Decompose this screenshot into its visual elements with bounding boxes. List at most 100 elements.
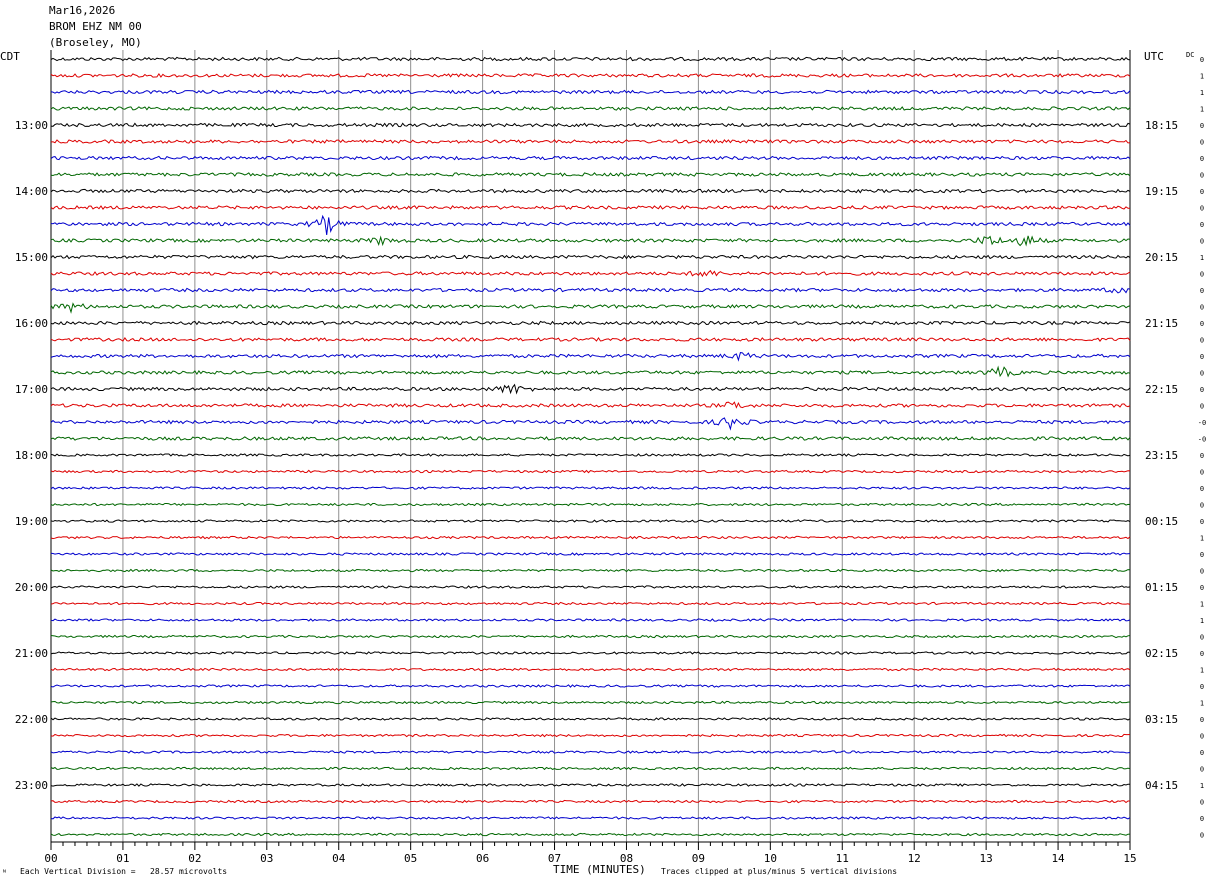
seismic-trace [50, 269, 1131, 278]
left-hour-label: 13:00 [15, 119, 48, 132]
dc-offset-label: 0 [1200, 221, 1204, 229]
dc-offset-label: 1 [1200, 254, 1204, 262]
right-hour-label: 03:15 [1145, 713, 1178, 726]
dc-offset-label: 1 [1200, 535, 1204, 543]
x-tick-label: 09 [692, 852, 705, 865]
dc-offset-label: 0 [1200, 832, 1204, 840]
right-hour-label: 04:15 [1145, 779, 1178, 792]
dc-offset-label: 0 [1200, 155, 1204, 163]
seismic-trace [50, 618, 1131, 622]
dc-offset-label: 1 [1200, 89, 1204, 97]
dc-offset-label: 0 [1200, 304, 1204, 312]
x-tick-label: 12 [908, 852, 921, 865]
dc-offset-label: 0 [1200, 650, 1204, 658]
seismic-trace [50, 783, 1131, 787]
seismic-trace [50, 733, 1131, 738]
seismic-trace [50, 832, 1131, 837]
location-label: (Broseley, MO) [49, 36, 142, 49]
left-hour-label: 17:00 [15, 383, 48, 396]
dc-offset-label: 0 [1200, 485, 1204, 493]
dc-offset-label: 0 [1200, 353, 1204, 361]
dc-offset-label: 0 [1200, 337, 1204, 345]
right-hour-label: 22:15 [1145, 383, 1178, 396]
seismic-trace [50, 816, 1131, 820]
seismic-trace [50, 766, 1131, 771]
seismic-trace [50, 365, 1131, 378]
seismic-trace [50, 172, 1131, 177]
seismic-trace [50, 717, 1131, 721]
dc-offset-label: 1 [1200, 601, 1204, 609]
x-tick-label: 11 [836, 852, 849, 865]
right-hour-label: 20:15 [1145, 251, 1178, 264]
x-tick-label: 02 [188, 852, 201, 865]
seismic-trace [50, 188, 1131, 194]
dc-offset-label: 0 [1200, 584, 1204, 592]
seismic-trace [50, 535, 1131, 540]
seismic-trace [50, 254, 1131, 260]
seismic-trace [50, 453, 1131, 457]
dc-offset-label: 1 [1200, 106, 1204, 114]
dc-label: DC [1186, 51, 1195, 59]
dc-offset-label: 0 [1200, 634, 1204, 642]
dc-offset-label: -0 [1198, 419, 1206, 427]
seismic-trace [50, 799, 1130, 804]
dc-offset-label: 0 [1200, 568, 1204, 576]
seismic-trace [50, 436, 1131, 441]
left-hour-label: 21:00 [15, 647, 48, 660]
dc-offset-label: 1 [1200, 73, 1204, 81]
left-hour-label: 22:00 [15, 713, 48, 726]
hour-labels: 0111000000001000000000-0-000000100011001… [15, 56, 1206, 840]
left-timezone-label: CDT [0, 50, 20, 63]
dc-offset-label: 0 [1200, 766, 1204, 774]
dc-offset-label: 1 [1200, 782, 1204, 790]
right-timezone-label: UTC [1144, 50, 1164, 63]
x-axis-title: TIME (MINUTES) [553, 863, 646, 876]
seismic-trace [50, 89, 1131, 95]
seismic-trace [50, 519, 1131, 523]
x-tick-label: 07 [548, 852, 561, 865]
right-hour-label: 02:15 [1145, 647, 1178, 660]
seismic-trace [50, 287, 1131, 294]
dc-offset-label: 0 [1200, 733, 1204, 741]
dc-offset-label: -0 [1198, 436, 1206, 444]
dc-offset-label: 0 [1200, 139, 1204, 147]
x-tick-label: 14 [1051, 852, 1065, 865]
corner-mark: ᴺ [2, 868, 7, 877]
x-tick-label: 06 [476, 852, 489, 865]
x-tick-label: 04 [332, 852, 346, 865]
dc-offset-label: 0 [1200, 799, 1204, 807]
dc-offset-label: 1 [1200, 617, 1204, 625]
seismic-trace [50, 401, 1131, 409]
dc-offset-label: 0 [1200, 469, 1204, 477]
dc-offset-label: 0 [1200, 370, 1204, 378]
dc-offset-label: 0 [1200, 452, 1204, 460]
seismic-trace [50, 750, 1131, 754]
right-hour-label: 19:15 [1145, 185, 1178, 198]
seismic-trace [50, 352, 1131, 362]
seismic-trace [50, 155, 1131, 161]
seismic-trace [50, 417, 1131, 431]
seismic-trace [50, 552, 1131, 556]
left-hour-label: 20:00 [15, 581, 48, 594]
x-tick-label: 05 [404, 852, 417, 865]
seismic-trace [50, 214, 1131, 235]
dc-offset-label: 0 [1200, 518, 1204, 526]
dc-offset-label: 0 [1200, 287, 1204, 295]
dc-offset-label: 0 [1200, 172, 1204, 180]
clip-text: Traces clipped at plus/minus 5 vertical … [661, 867, 898, 876]
seismic-trace [50, 205, 1130, 210]
dc-offset-label: 0 [1200, 749, 1204, 757]
seismic-trace [50, 469, 1131, 474]
dc-offset-label: 0 [1200, 188, 1204, 196]
dc-offset-label: 0 [1200, 716, 1204, 724]
seismic-trace [50, 568, 1131, 573]
dc-offset-label: 0 [1200, 502, 1204, 510]
seismic-trace [50, 302, 1131, 314]
dc-offset-label: 0 [1200, 551, 1204, 559]
seismic-trace [50, 684, 1131, 688]
left-hour-label: 23:00 [15, 779, 48, 792]
dc-offset-label: 1 [1200, 667, 1204, 675]
right-hour-label: 21:15 [1145, 317, 1178, 330]
x-axis: 00 01 02 03 04 05 06 07 08 09 10 11 12 13 14 15 [44, 841, 1137, 865]
date-label: Mar16,2026 [49, 4, 116, 17]
